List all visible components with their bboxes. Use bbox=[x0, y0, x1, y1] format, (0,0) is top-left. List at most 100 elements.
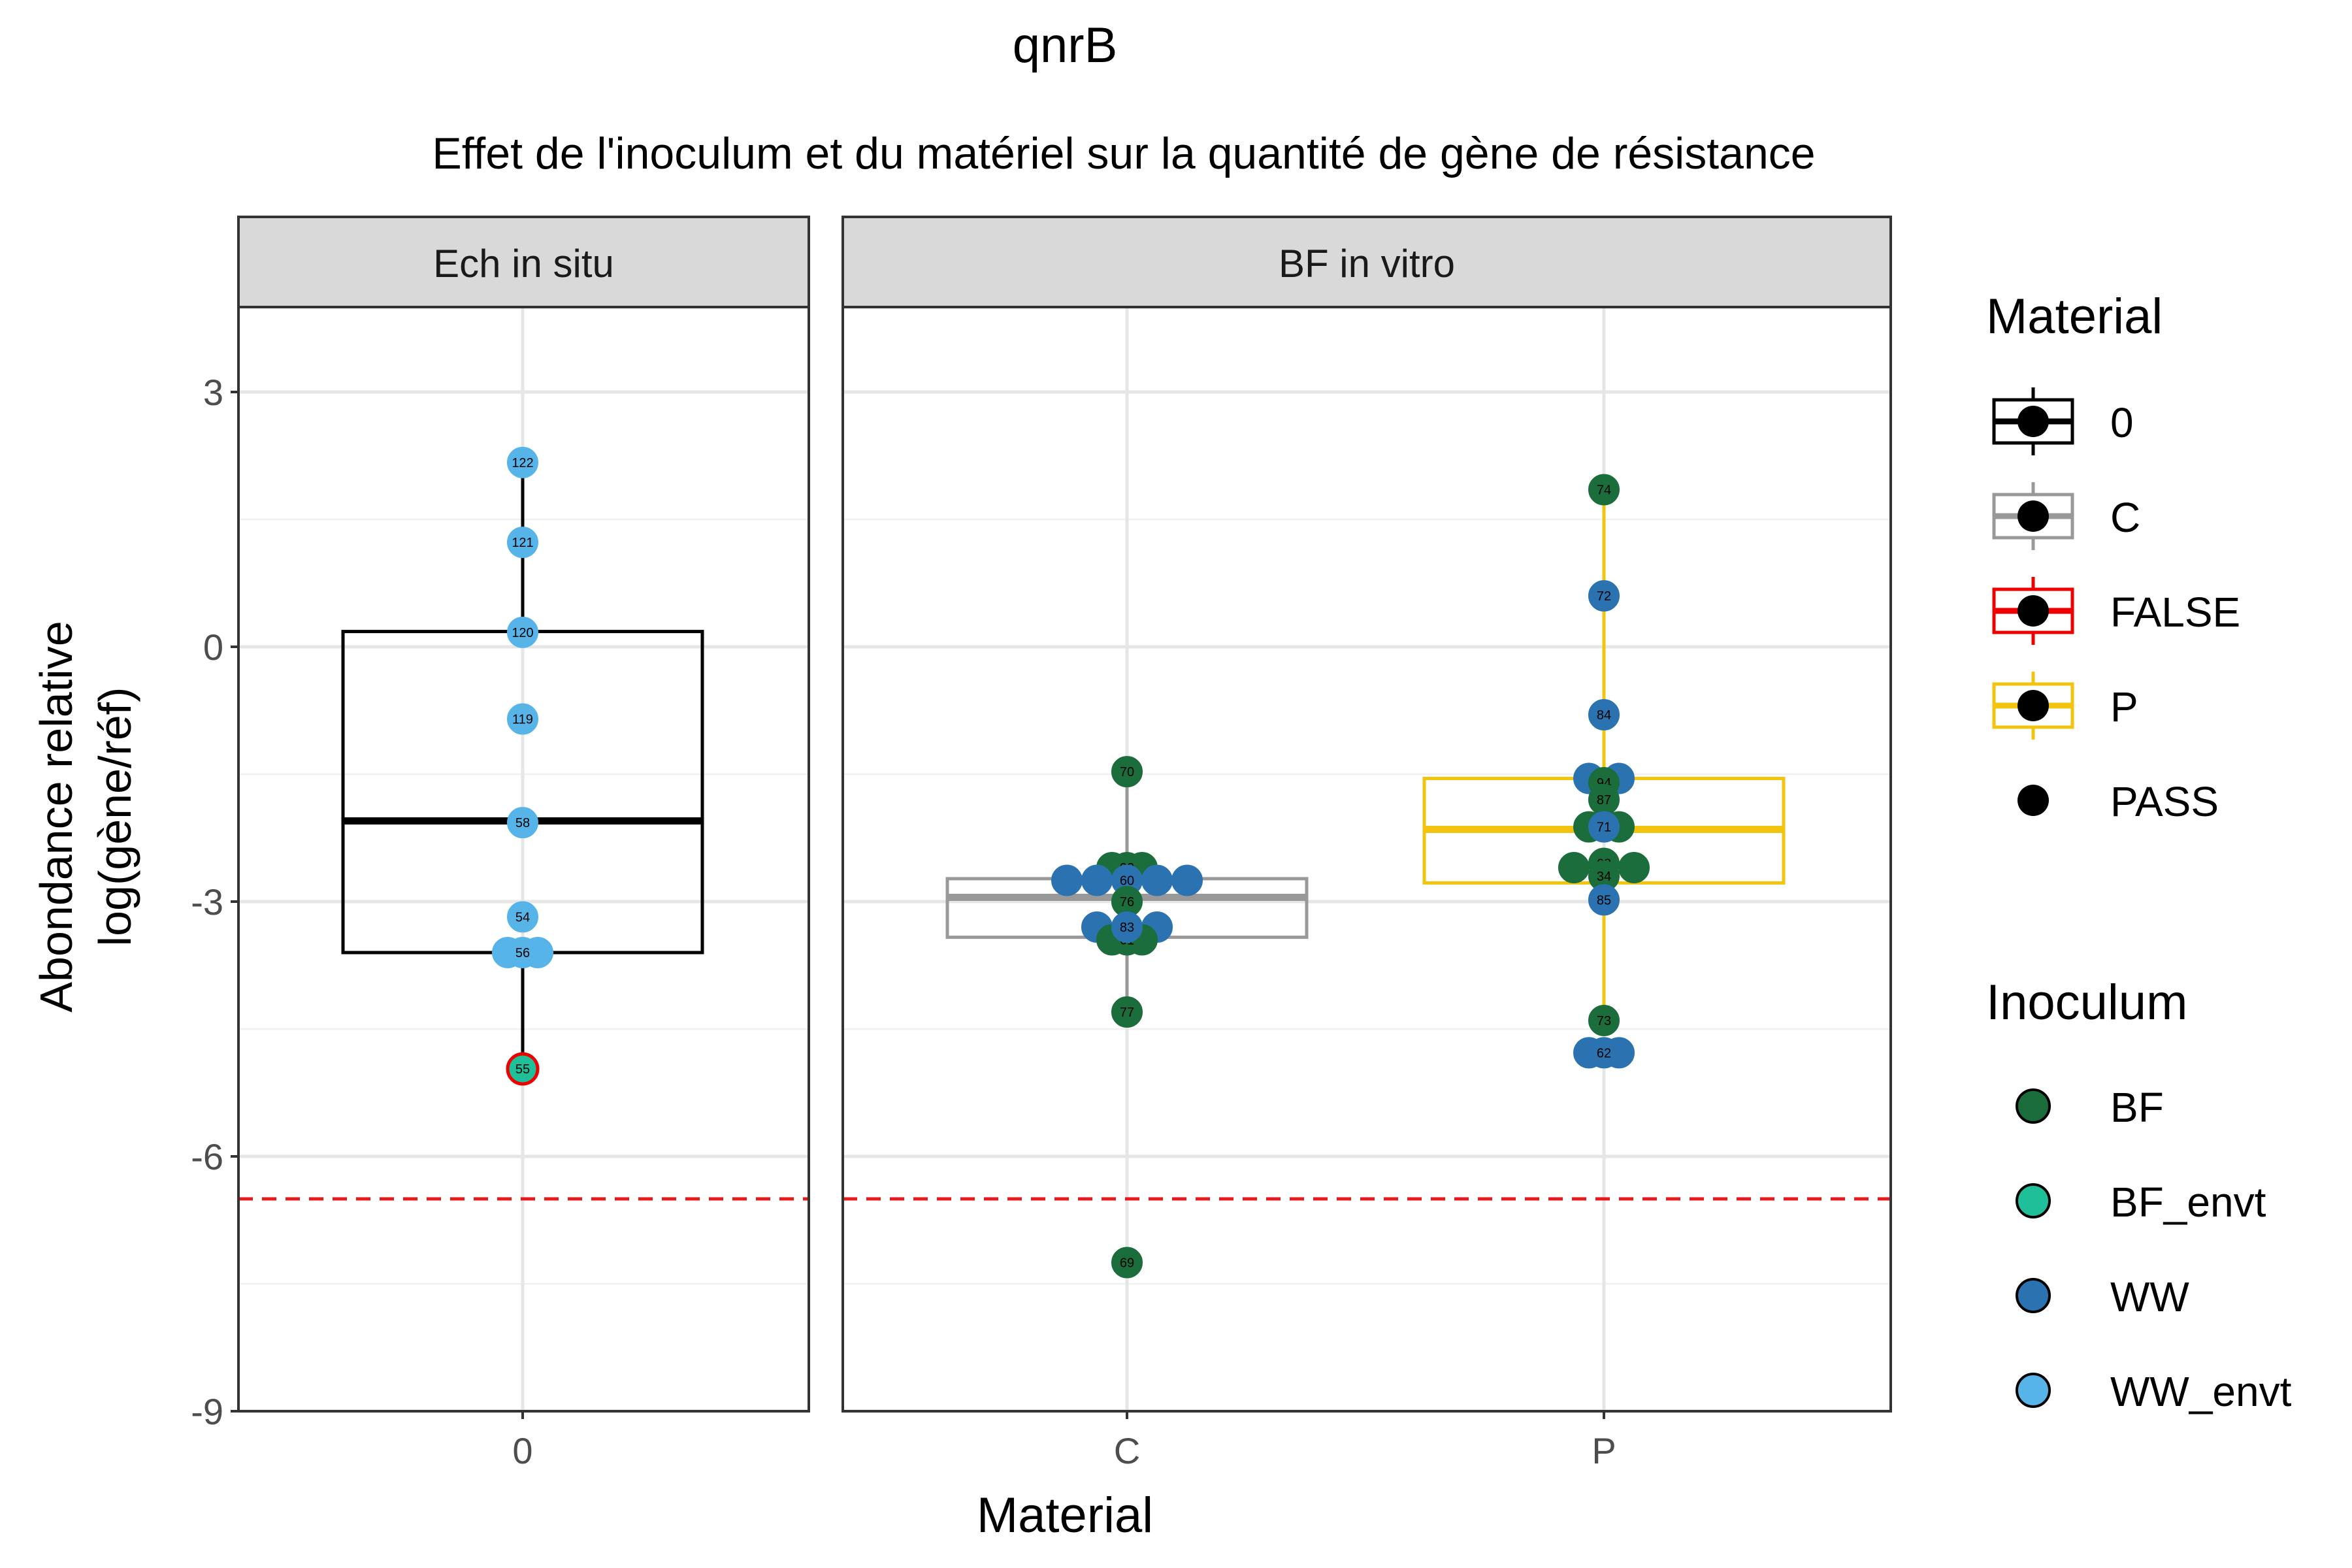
point-label: 69 bbox=[1120, 1256, 1134, 1271]
point-label: 58 bbox=[515, 816, 530, 830]
data-point bbox=[1588, 699, 1620, 730]
facet-strip bbox=[237, 216, 810, 308]
data-point bbox=[507, 807, 538, 839]
legend-label: C bbox=[2110, 494, 2140, 541]
data-point bbox=[1588, 580, 1620, 612]
facet-strip-label: BF in vitro bbox=[1279, 242, 1455, 286]
chart-subtitle: Effet de l'inoculum et du matériel sur l… bbox=[432, 129, 1815, 178]
data-point bbox=[1588, 884, 1620, 916]
data-point bbox=[1588, 474, 1620, 506]
legend-title-material: Material bbox=[1986, 289, 2163, 344]
y-axis-title: Abondance relative log(gène/réf) bbox=[31, 621, 140, 1012]
x-tick-label: 0 bbox=[512, 1430, 532, 1471]
legend-key-point bbox=[2016, 1183, 2051, 1218]
data-point bbox=[1051, 864, 1083, 896]
point-label: 71 bbox=[1597, 821, 1611, 835]
point-label: 72 bbox=[1597, 589, 1611, 604]
legend-item-material: FALSE bbox=[1992, 577, 2240, 645]
legend-item-inoculum: BF bbox=[2016, 1084, 2164, 1131]
legend-key-point bbox=[2016, 1373, 2051, 1408]
panel-border bbox=[841, 306, 1892, 1413]
point-label: 56 bbox=[515, 946, 530, 960]
point-label: 74 bbox=[1597, 483, 1611, 498]
facet-panel: Ech in situ 122 121 120 119 58 54 56 55 0 bbox=[237, 216, 810, 1471]
data-point bbox=[1618, 852, 1650, 883]
legend-label: BF bbox=[2110, 1084, 2164, 1131]
legend-item-inoculum: BF_envt bbox=[2016, 1179, 2266, 1226]
point-label: 120 bbox=[512, 626, 533, 640]
y-tick-label: -6 bbox=[191, 1136, 223, 1177]
chart-title: qnrB bbox=[1013, 18, 1118, 73]
legend-label: FALSE bbox=[2110, 589, 2240, 636]
y-axis-title-line-1: Abondance relative bbox=[31, 621, 82, 1012]
legend-item-inoculum: WW_envt bbox=[2016, 1368, 2292, 1415]
legend-label: BF_envt bbox=[2110, 1179, 2266, 1226]
legend-key-point bbox=[2016, 1088, 2051, 1124]
data-point bbox=[1558, 852, 1590, 883]
legend-key-point bbox=[2016, 1278, 2051, 1313]
legend-label: 0 bbox=[2110, 399, 2134, 446]
data-point bbox=[1081, 864, 1113, 896]
facet-strip-label: Ech in situ bbox=[433, 242, 614, 286]
x-tick-label: P bbox=[1592, 1430, 1616, 1471]
data-point bbox=[507, 527, 538, 559]
point-label: 70 bbox=[1120, 765, 1134, 779]
legend: Material 0 C FALSE P PASS Inoculum BF BF_envt WW W… bbox=[1986, 289, 2292, 1415]
data-point bbox=[1588, 1005, 1620, 1036]
data-point bbox=[1588, 1037, 1620, 1069]
legend-item-inoculum: WW bbox=[2016, 1273, 2189, 1320]
legend-item-material: 0 bbox=[1992, 387, 2134, 455]
point-label: 122 bbox=[512, 456, 533, 470]
data-point bbox=[1141, 864, 1173, 896]
legend-key-point bbox=[2017, 406, 2049, 437]
point-label: 121 bbox=[512, 536, 533, 550]
point-label: 54 bbox=[515, 910, 530, 924]
point-label: 87 bbox=[1597, 793, 1611, 808]
data-point bbox=[507, 446, 538, 478]
point-label: 83 bbox=[1120, 921, 1134, 935]
legend-key-point bbox=[2017, 785, 2049, 816]
x-tick-label: C bbox=[1114, 1430, 1140, 1471]
point-label: 34 bbox=[1597, 870, 1611, 884]
legend-label: WW bbox=[2110, 1273, 2189, 1320]
y-tick-label: -3 bbox=[191, 881, 223, 923]
y-tick-label: -9 bbox=[191, 1391, 223, 1432]
point-label: 62 bbox=[1597, 1046, 1611, 1060]
data-point bbox=[507, 901, 538, 933]
point-label: 60 bbox=[1120, 874, 1134, 889]
point-label: 85 bbox=[1597, 893, 1611, 907]
point-label: 84 bbox=[1597, 708, 1611, 723]
point-label: 77 bbox=[1120, 1005, 1134, 1020]
data-point bbox=[507, 937, 538, 968]
data-point bbox=[1171, 864, 1203, 896]
y-tick-label: 0 bbox=[203, 627, 223, 668]
legend-key-point bbox=[2017, 595, 2049, 627]
point-label: 76 bbox=[1120, 895, 1134, 909]
legend-label: P bbox=[2110, 683, 2138, 730]
data-point bbox=[1111, 911, 1143, 943]
data-point bbox=[1111, 1247, 1143, 1279]
point-label: 55 bbox=[515, 1062, 530, 1077]
y-tick-label: 3 bbox=[203, 372, 223, 413]
legend-item-material: PASS bbox=[2017, 778, 2219, 825]
legend-label: PASS bbox=[2110, 778, 2219, 825]
legend-label: WW_envt bbox=[2110, 1368, 2292, 1415]
data-point bbox=[507, 616, 538, 648]
legend-item-material: C bbox=[1992, 482, 2140, 550]
legend-item-material: P bbox=[1992, 672, 2138, 740]
data-point bbox=[507, 703, 538, 735]
x-axis-title: Material bbox=[977, 1488, 1153, 1543]
data-point bbox=[1111, 996, 1143, 1028]
legend-key-point bbox=[2017, 500, 2049, 532]
panel-background bbox=[843, 307, 1891, 1411]
data-point bbox=[1111, 756, 1143, 788]
data-point bbox=[506, 1052, 540, 1086]
point-label: 73 bbox=[1597, 1014, 1611, 1028]
legend-title-inoculum: Inoculum bbox=[1986, 975, 2187, 1030]
plot-area: 3 0 -3 -6 -9 Ech in situ 122 121 120 119 58 54 56 55 0… bbox=[191, 216, 1892, 1471]
facet-panel: BF in vitro70926076618377697472849487716… bbox=[841, 216, 1892, 1471]
legend-key-point bbox=[2017, 690, 2049, 721]
y-axis-title-line-2: log(gène/réf) bbox=[90, 687, 140, 947]
point-label: 119 bbox=[512, 713, 533, 727]
